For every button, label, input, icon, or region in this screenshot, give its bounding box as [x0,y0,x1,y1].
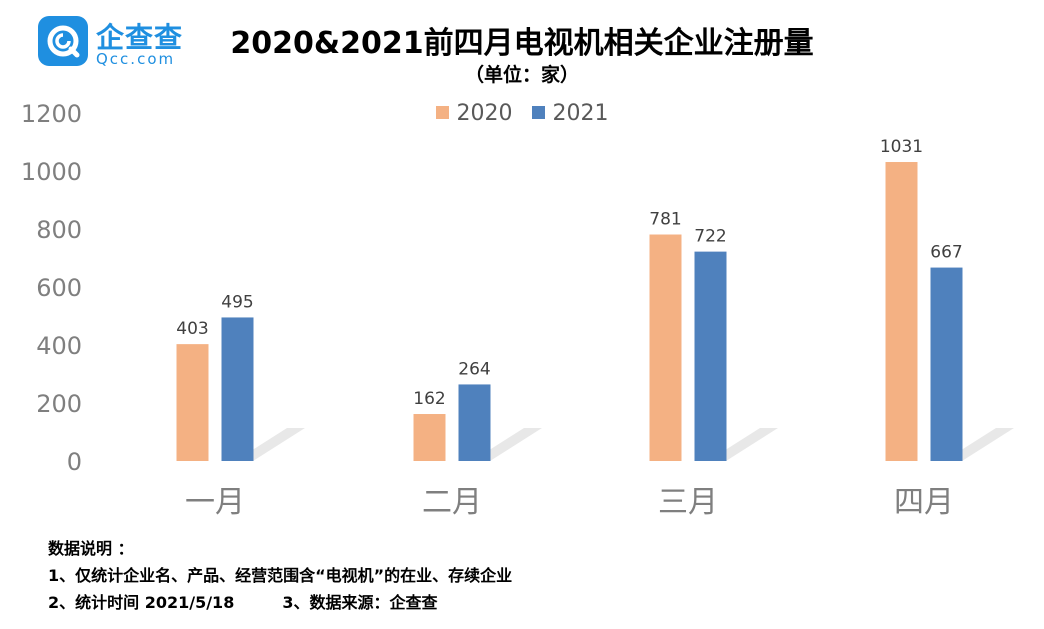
logo-name: 企查查 [96,21,184,54]
notes-line-1: 1、仅统计企业名、产品、经营范围含“电视机”的在业、存续企业 [48,566,513,585]
bar-2021-三月 [694,251,727,461]
y-tick-label: 600 [36,274,82,302]
legend-item-2021: 2021 [531,101,609,126]
qcc-logo-icon [38,16,88,66]
bar-2020-四月 [885,162,918,461]
notes-line-2: 2、统计时间 2021/5/18 3、数据来源：企查查 [48,589,512,616]
y-tick-label: 1000 [21,158,82,186]
bar-2020-一月 [176,344,209,461]
legend-swatch-2021 [531,106,545,119]
y-tick-label: 400 [36,332,82,360]
bar-2021-一月 [221,317,254,461]
bar-2020-三月 [649,234,682,461]
x-tick-label: 四月 [894,485,954,520]
y-tick-label: 800 [36,216,82,244]
data-label: 1031 [880,137,923,157]
qcc-logo: 企查查 Qcc.com [38,14,188,70]
chart-subtitle: （单位：家） [464,64,579,86]
notes-line-2a: 2、统计时间 2021/5/18 [48,593,235,612]
x-tick-label: 一月 [185,485,245,520]
bar-2021-四月 [930,267,963,461]
data-label: 264 [458,359,490,379]
data-label: 403 [176,319,208,339]
legend-swatch-2020 [435,106,449,119]
data-label: 162 [413,389,445,409]
notes-line-2b: 3、数据来源：企查查 [282,593,438,612]
legend-label-2020: 2020 [456,101,513,126]
y-tick-label: 1200 [21,100,82,128]
y-tick-label: 0 [67,448,82,476]
logo-domain: Qcc.com [96,50,176,68]
chart-title: 2020&2021前四月电视机相关企业注册量 [230,26,814,61]
x-tick-label: 二月 [422,485,482,520]
chart-legend: 2020 2021 [0,101,1044,126]
bar-2020-二月 [413,414,446,461]
notes-heading: 数据说明 ： [48,539,134,558]
data-label: 495 [221,292,253,312]
bar-2021-二月 [458,384,491,461]
data-label: 667 [930,243,962,263]
x-tick-label: 三月 [658,485,718,520]
legend-item-2020: 2020 [435,101,513,126]
data-label: 722 [694,227,726,247]
legend-label-2021: 2021 [552,101,609,126]
y-tick-label: 200 [36,390,82,418]
data-label: 781 [649,210,681,230]
data-notes: 数据说明 ： 1、仅统计企业名、产品、经营范围含“电视机”的在业、存续企业 2、… [48,535,512,616]
